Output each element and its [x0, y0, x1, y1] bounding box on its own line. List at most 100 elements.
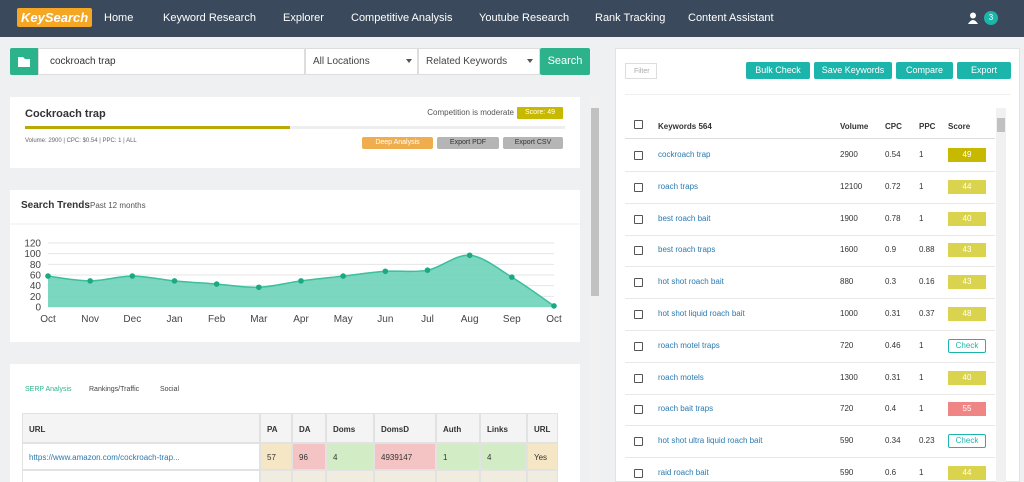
scroll-thumb[interactable]	[591, 108, 599, 296]
header-cell: URL	[527, 413, 558, 443]
tab-social[interactable]: Social	[160, 386, 180, 393]
user-icon[interactable]	[968, 12, 978, 24]
tab-rankings[interactable]: Rankings/Traffic	[89, 386, 140, 393]
check-button[interactable]: Check	[948, 434, 986, 449]
header-cell: PPC	[919, 122, 936, 131]
point	[256, 284, 262, 291]
table-scroll-thumb[interactable]	[997, 118, 1005, 132]
empty-cell	[292, 470, 326, 482]
keyword-link[interactable]: best roach bait	[658, 213, 711, 223]
row-checkbox[interactable]	[634, 469, 643, 478]
keyword-cell: 1900	[840, 213, 858, 223]
score-badge: 40	[948, 211, 986, 226]
nav-competitive-analysis[interactable]: Competitive Analysis	[351, 12, 453, 24]
empty-cell	[260, 470, 292, 482]
row-checkbox[interactable]	[634, 214, 643, 224]
search-input[interactable]: cockroach trap	[38, 48, 305, 75]
notification-badge[interactable]: 3	[984, 11, 998, 25]
keyword-cell: 1	[919, 181, 924, 191]
header-cell: Doms	[326, 413, 374, 443]
data-cell: 57	[260, 443, 292, 470]
keyword-link[interactable]: best roach traps	[658, 245, 716, 255]
keyword-table: Keywords 564 Volume CPC PPC Score cockroach t…	[625, 108, 995, 482]
header-cell: Links	[480, 413, 527, 443]
summary-card	[10, 97, 580, 168]
keyword-link[interactable]: hot shot ultra liquid roach bait	[658, 436, 763, 446]
score-badge: 49	[948, 148, 986, 162]
row-checkbox[interactable]	[634, 310, 643, 319]
x-tick-label: Mar	[250, 314, 268, 325]
row-checkbox[interactable]	[634, 341, 643, 351]
keyword-link[interactable]: roach bait traps	[658, 404, 714, 414]
keyword-cell: 0.6	[885, 468, 897, 477]
empty-cell	[22, 470, 260, 482]
x-tick-label: Dec	[123, 314, 141, 325]
mode-select[interactable]: Related Keywords	[418, 48, 540, 75]
point	[171, 278, 178, 284]
nav-youtube-research[interactable]: Youtube Research	[479, 12, 570, 24]
nav-home[interactable]: Home	[104, 12, 134, 24]
empty-cell	[480, 470, 527, 482]
point	[298, 278, 304, 284]
location-value: All Locations	[313, 56, 370, 67]
header-divider	[625, 138, 995, 139]
header-cell: DomsD	[374, 413, 436, 443]
tab-serp[interactable]: SERP Analysis	[25, 386, 72, 393]
keyword-cell: 1600	[840, 245, 858, 255]
nav-content-assistant[interactable]: Content Assistant	[688, 12, 774, 24]
scrollbar[interactable]	[590, 97, 600, 482]
row-checkbox[interactable]	[634, 437, 643, 447]
export-button[interactable]: Export	[957, 62, 1011, 79]
keyword-link[interactable]: hot shot liquid roach bait	[658, 309, 745, 318]
keyword-link[interactable]: raid roach bait	[658, 468, 709, 477]
filter-input[interactable]: Filter	[625, 63, 657, 79]
keyword-link[interactable]: cockroach trap	[658, 150, 711, 159]
save-keywords-button[interactable]: Save Keywords	[814, 62, 892, 79]
keyword-link[interactable]: roach motel traps	[658, 340, 720, 350]
keyword-cell: 0.46	[885, 340, 901, 350]
nav-rank-tracking[interactable]: Rank Tracking	[595, 12, 666, 24]
data-cell: 4	[326, 443, 374, 470]
data-cell[interactable]: https://www.amazon.com/cockroach-trap...	[22, 443, 260, 470]
logo[interactable]: KeySearch	[17, 8, 93, 27]
x-tick-label: Sep	[503, 314, 521, 325]
export-csv-button[interactable]: Export CSV	[503, 137, 563, 149]
export-pdf-button[interactable]: Export PDF	[437, 137, 499, 149]
point	[129, 273, 136, 279]
table-scrollbar[interactable]	[996, 108, 1006, 482]
search-button[interactable]: Search	[540, 48, 590, 75]
keyword-link[interactable]: roach traps	[658, 181, 699, 191]
header-checkbox[interactable]	[634, 120, 643, 129]
bulk-check-button[interactable]: Bulk Check	[746, 62, 810, 79]
chart-title: Search Trends	[21, 200, 90, 211]
keyword-link[interactable]: hot shot roach bait	[658, 277, 724, 287]
y-tick-label: 120	[24, 239, 41, 250]
nav-explorer[interactable]: Explorer	[283, 12, 324, 24]
data-cell: 4	[480, 443, 527, 470]
point	[340, 273, 346, 279]
score-badge: 44	[948, 466, 986, 480]
keyword-cell: 0.72	[885, 181, 901, 191]
row-checkbox[interactable]	[634, 405, 643, 415]
point	[424, 267, 431, 273]
location-select[interactable]: All Locations	[305, 48, 418, 75]
row-checkbox[interactable]	[634, 151, 643, 160]
row-divider	[625, 266, 995, 268]
check-button[interactable]: Check	[948, 338, 986, 353]
row-checkbox[interactable]	[634, 182, 643, 192]
keyword-link[interactable]: roach motels	[658, 372, 704, 382]
nav-keyword-research[interactable]: Keyword Research	[163, 12, 256, 24]
row-divider	[625, 171, 995, 172]
folder-button[interactable]	[10, 48, 38, 75]
data-cell: 4939147	[374, 443, 436, 470]
header-cell: Keywords 564	[658, 122, 712, 131]
keyword-cell: 720	[840, 340, 854, 350]
row-checkbox[interactable]	[634, 246, 643, 256]
row-checkbox[interactable]	[634, 278, 643, 288]
row-divider	[625, 234, 995, 236]
row-checkbox[interactable]	[634, 373, 643, 383]
deep-analysis-button[interactable]: Deep Analysis	[362, 137, 433, 149]
caret	[406, 59, 412, 63]
compare-button[interactable]: Compare	[896, 62, 953, 79]
